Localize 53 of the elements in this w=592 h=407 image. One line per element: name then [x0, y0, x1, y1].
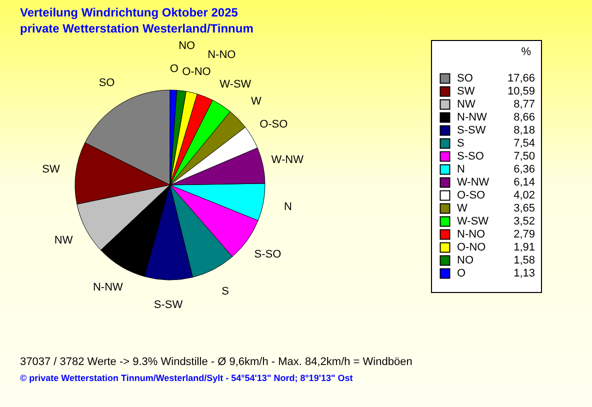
slice-label: N-NW	[92, 282, 124, 294]
data-label: 10,59	[507, 86, 535, 98]
text: 37037 / 3782 Werte -> 9.3% Windstille - Ø 9,6km/h - Max. 84,2km/h = Windböen	[20, 356, 412, 368]
slice-label: N-NO	[208, 48, 236, 61]
legend-label: N-NO	[457, 228, 486, 240]
data-label: 3,65	[514, 202, 535, 214]
data-label: 17,66	[507, 72, 535, 84]
slice-label: O-SO	[260, 118, 288, 130]
data-label: 1,58	[514, 254, 535, 266]
data-label: 1,13	[514, 268, 535, 280]
slice-label: W	[251, 96, 262, 108]
data-label: 8,77	[514, 98, 535, 110]
legend-title: %	[521, 46, 532, 58]
slice-label: O-NO	[182, 66, 212, 78]
data-label: 6,14	[514, 176, 535, 188]
slice-label: NO	[178, 40, 196, 52]
legend-label: O-SO	[457, 190, 486, 202]
data-label: 8,18	[514, 124, 535, 136]
slice-label: W-SW	[220, 78, 252, 90]
chart-subtitle: private Wetterstation Westerland/Tinnum	[20, 22, 254, 36]
chart-title: Verteilung Windrichtung Oktober 2025	[20, 6, 238, 20]
data-label: 4,02	[514, 190, 535, 202]
legend-label: W-NW	[457, 176, 490, 188]
legend-label: W	[457, 202, 468, 214]
data-label: 8,66	[514, 112, 535, 124]
legend-label: N-NW	[457, 112, 488, 124]
legend-label: O	[457, 268, 466, 280]
slice-label: SW	[42, 164, 60, 176]
data-label: 6,36	[514, 164, 535, 176]
legend-label: O-NO	[457, 242, 486, 254]
legend-label: W-SW	[457, 216, 490, 228]
slice-label: SO	[98, 77, 116, 89]
slice-label: S-SW	[154, 298, 184, 311]
legend-label: NO	[457, 254, 474, 266]
legend-label: S	[457, 138, 464, 150]
slice-label: NW	[54, 234, 74, 246]
legend-label: N	[457, 164, 465, 176]
text: © private Wetterstation Tinnum/Westerland/Sylt - 54°54'13" Nord; 8°19'13" Ost	[20, 373, 354, 383]
legend-label: SW	[457, 86, 476, 98]
data-label: 2,79	[514, 228, 535, 240]
data-label: 7,54	[514, 138, 535, 150]
legend-label: S-SW	[457, 124, 486, 136]
slice-label: S-SO	[254, 248, 282, 261]
slice-label: S	[222, 285, 230, 298]
legend-label: NW	[457, 98, 476, 110]
data-label: 3,52	[514, 216, 535, 228]
slice-label: N	[284, 200, 292, 213]
legend-label: SO	[457, 72, 474, 84]
slice-label: W-NW	[271, 154, 304, 166]
legend-label: S-SO	[457, 150, 484, 162]
data-label: 7,50	[514, 150, 535, 162]
data-label: 1,91	[514, 242, 535, 254]
slice-label: O	[170, 63, 179, 76]
